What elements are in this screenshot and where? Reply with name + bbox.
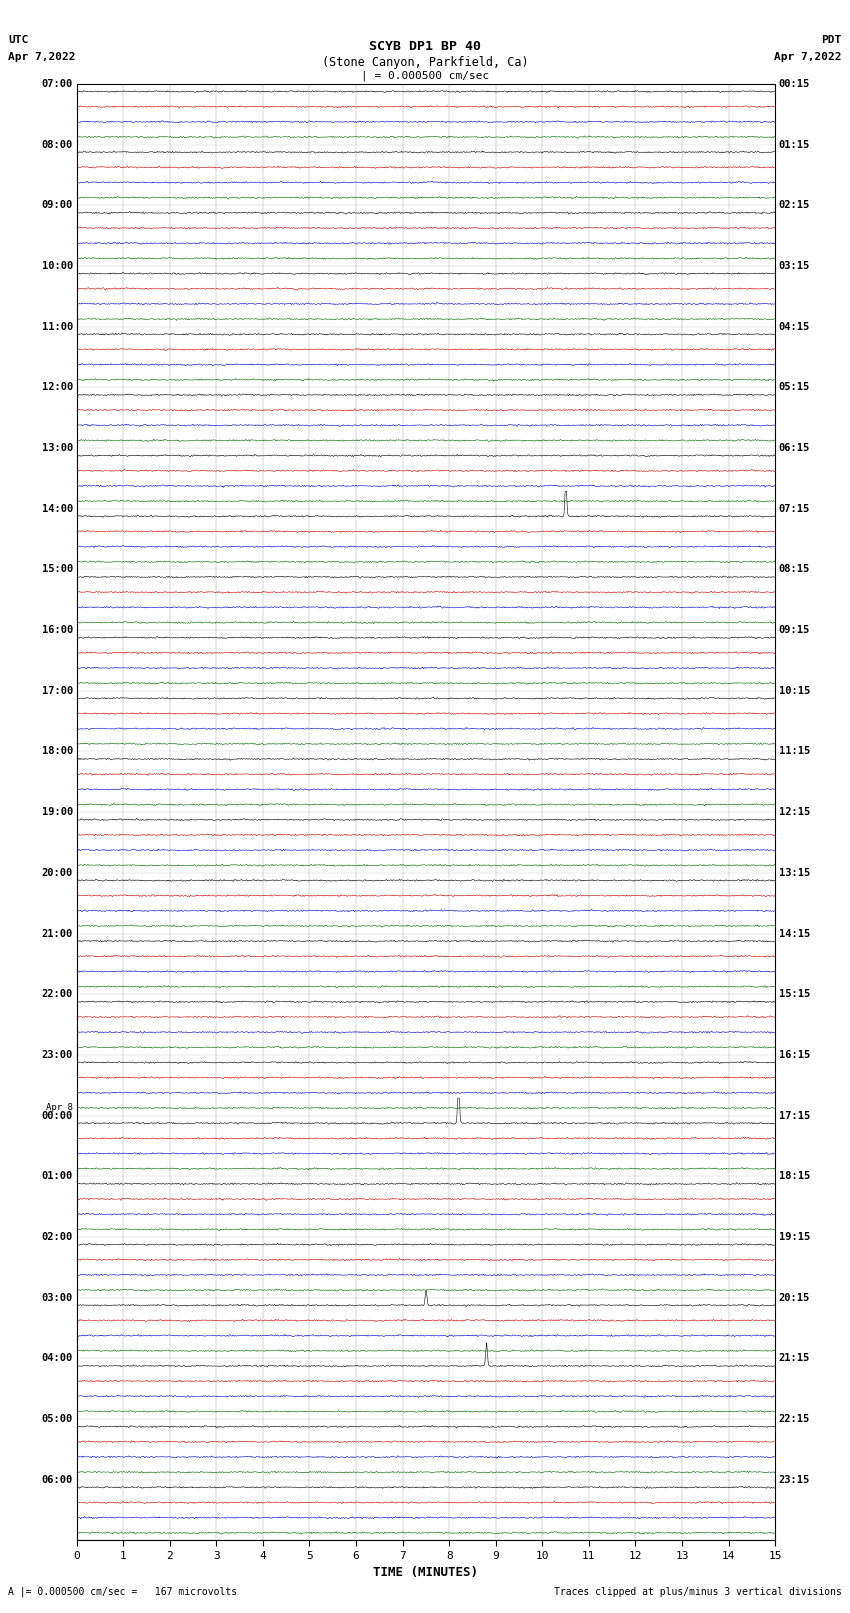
Text: Apr 8: Apr 8 xyxy=(46,1103,73,1111)
Text: 21:15: 21:15 xyxy=(779,1353,810,1363)
Text: 12:00: 12:00 xyxy=(42,382,73,392)
Text: 04:15: 04:15 xyxy=(779,321,810,332)
Text: 12:15: 12:15 xyxy=(779,806,810,818)
Text: (Stone Canyon, Parkfield, Ca): (Stone Canyon, Parkfield, Ca) xyxy=(321,56,529,69)
Text: 14:00: 14:00 xyxy=(42,503,73,513)
Text: 02:15: 02:15 xyxy=(779,200,810,210)
Text: 14:15: 14:15 xyxy=(779,929,810,939)
Text: 08:00: 08:00 xyxy=(42,140,73,150)
Text: 16:15: 16:15 xyxy=(779,1050,810,1060)
Text: 05:00: 05:00 xyxy=(42,1415,73,1424)
Text: 19:00: 19:00 xyxy=(42,806,73,818)
Text: 18:15: 18:15 xyxy=(779,1171,810,1181)
Text: 20:00: 20:00 xyxy=(42,868,73,877)
Text: SCYB DP1 BP 40: SCYB DP1 BP 40 xyxy=(369,40,481,53)
Text: Traces clipped at plus/minus 3 vertical divisions: Traces clipped at plus/minus 3 vertical … xyxy=(553,1587,842,1597)
Text: Apr 7,2022: Apr 7,2022 xyxy=(8,52,76,61)
Text: 21:00: 21:00 xyxy=(42,929,73,939)
Text: 09:15: 09:15 xyxy=(779,626,810,636)
Text: 08:15: 08:15 xyxy=(779,565,810,574)
Text: 22:00: 22:00 xyxy=(42,989,73,998)
Text: 03:15: 03:15 xyxy=(779,261,810,271)
Text: A |= 0.000500 cm/sec =   167 microvolts: A |= 0.000500 cm/sec = 167 microvolts xyxy=(8,1586,238,1597)
Text: | = 0.000500 cm/sec: | = 0.000500 cm/sec xyxy=(361,71,489,82)
Text: 15:00: 15:00 xyxy=(42,565,73,574)
X-axis label: TIME (MINUTES): TIME (MINUTES) xyxy=(373,1566,479,1579)
Text: 10:15: 10:15 xyxy=(779,686,810,695)
Text: 17:00: 17:00 xyxy=(42,686,73,695)
Text: 02:00: 02:00 xyxy=(42,1232,73,1242)
Text: 16:00: 16:00 xyxy=(42,626,73,636)
Text: 22:15: 22:15 xyxy=(779,1415,810,1424)
Text: UTC: UTC xyxy=(8,35,29,45)
Text: 20:15: 20:15 xyxy=(779,1292,810,1303)
Text: 19:15: 19:15 xyxy=(779,1232,810,1242)
Text: 04:00: 04:00 xyxy=(42,1353,73,1363)
Text: 11:00: 11:00 xyxy=(42,321,73,332)
Text: 01:00: 01:00 xyxy=(42,1171,73,1181)
Text: 10:00: 10:00 xyxy=(42,261,73,271)
Text: 17:15: 17:15 xyxy=(779,1111,810,1121)
Text: 07:15: 07:15 xyxy=(779,503,810,513)
Text: 00:00: 00:00 xyxy=(42,1111,73,1121)
Text: 06:00: 06:00 xyxy=(42,1474,73,1484)
Text: Apr 7,2022: Apr 7,2022 xyxy=(774,52,842,61)
Text: PDT: PDT xyxy=(821,35,842,45)
Text: 23:00: 23:00 xyxy=(42,1050,73,1060)
Text: 06:15: 06:15 xyxy=(779,444,810,453)
Text: 03:00: 03:00 xyxy=(42,1292,73,1303)
Text: 13:15: 13:15 xyxy=(779,868,810,877)
Text: 13:00: 13:00 xyxy=(42,444,73,453)
Text: 05:15: 05:15 xyxy=(779,382,810,392)
Text: 09:00: 09:00 xyxy=(42,200,73,210)
Text: 18:00: 18:00 xyxy=(42,747,73,756)
Text: 23:15: 23:15 xyxy=(779,1474,810,1484)
Text: 15:15: 15:15 xyxy=(779,989,810,998)
Text: 11:15: 11:15 xyxy=(779,747,810,756)
Text: 01:15: 01:15 xyxy=(779,140,810,150)
Text: 00:15: 00:15 xyxy=(779,79,810,89)
Text: 07:00: 07:00 xyxy=(42,79,73,89)
